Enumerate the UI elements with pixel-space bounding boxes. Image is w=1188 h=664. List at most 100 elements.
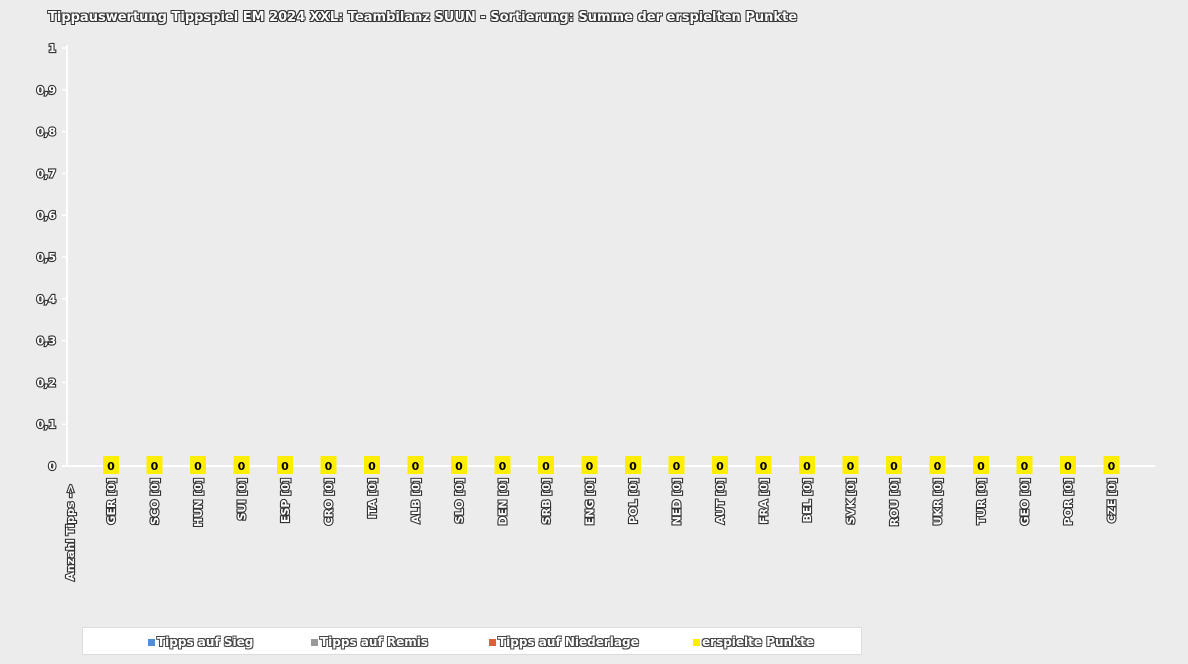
data-label: 0 (760, 460, 768, 473)
data-point-marker (625, 456, 641, 474)
data-label: 0 (281, 460, 289, 473)
data-point-marker (494, 456, 511, 474)
legend-label: Tipps auf Niederlage (498, 635, 639, 649)
x-tick-labels: GER [0] SCO [0] HUN [0] SUI [0] ESP [0] CRO [… (104, 477, 1120, 528)
data-point-marker (320, 456, 337, 474)
data-point-marker (973, 456, 989, 474)
data-point-marker (1016, 456, 1033, 474)
legend-label: erspielte Punkte (702, 635, 814, 649)
data-label: 0 (890, 460, 898, 473)
y-tick-label: 0,1 (37, 418, 57, 431)
x-tick-label: SCO [0] (149, 478, 162, 525)
data-label: 0 (629, 460, 637, 473)
data-label: 0 (412, 460, 420, 473)
data-point-marker (190, 456, 206, 474)
data-label: 0 (1064, 460, 1072, 473)
data-point-marker (1060, 456, 1076, 474)
x-tick-label: HUN [0] (192, 478, 205, 527)
data-point-marker (277, 456, 293, 474)
data-point-marker (451, 456, 467, 474)
data-label: 0 (1108, 460, 1116, 473)
x-tick-label: UKR [0] (932, 478, 945, 525)
x-tick-label: SUI [0] (236, 478, 249, 521)
data-label: 0 (977, 460, 985, 473)
y-axis-annotation: Anzahl Tipps -> (64, 484, 77, 581)
data-point-marker (103, 456, 119, 474)
x-tick-label: ESP [0] (279, 478, 292, 523)
x-tick-label: FRA [0] (758, 478, 771, 524)
legend-item[interactable]: Tipps auf Niederlage (489, 634, 639, 650)
data-label: 0 (107, 460, 115, 473)
x-tick-label: ENG [0] (584, 478, 597, 525)
y-tick-label: 1 (48, 42, 56, 55)
data-label: 0 (1021, 460, 1029, 473)
x-tick-label: ALB [0] (410, 478, 423, 523)
x-tick-label: POR [0] (1062, 478, 1075, 525)
y-tick-label: 0,4 (37, 293, 57, 306)
data-label: 0 (455, 460, 463, 473)
x-tick-label: AUT [0] (714, 478, 727, 524)
data-label: 0 (325, 460, 333, 473)
data-label: 0 (586, 460, 594, 473)
data-point-marker (581, 456, 598, 474)
x-tick-label: TUR [0] (975, 478, 988, 524)
data-label: 0 (151, 460, 159, 473)
y-tick-label: 0,5 (37, 251, 57, 264)
data-point-marker (929, 456, 946, 474)
data-point-marker (668, 456, 685, 474)
data-point-marker (842, 456, 859, 474)
legend-item[interactable]: erspielte Punkte (693, 634, 814, 650)
x-tick-label: SRB [0] (540, 478, 553, 524)
data-point-marker (364, 456, 380, 474)
data-point-marker (538, 456, 554, 474)
chart-title: Tippauswertung Tippspiel EM 2024 XXL: Te… (48, 10, 798, 25)
y-tick-label: 0 (48, 460, 56, 473)
y-tick-label: 0,8 (37, 126, 57, 139)
y-tick-label: 0,2 (37, 376, 57, 389)
x-tick-label: DEN [0] (497, 478, 510, 525)
data-label: 0 (716, 460, 724, 473)
x-tick-label: SLO [0] (453, 478, 466, 523)
legend-label: Tipps auf Remis (320, 635, 428, 649)
chart-legend: Tipps auf Sieg Tipps auf Remis Tipps auf N… (82, 627, 862, 655)
data-label: 0 (238, 460, 246, 473)
data-point-marker (407, 456, 424, 474)
x-tick-label: SVK [0] (845, 478, 858, 525)
legend-swatch (693, 638, 700, 646)
y-tick-label: 0,6 (37, 209, 57, 222)
x-tick-label: GEO [0] (1019, 478, 1032, 525)
data-label: 0 (499, 460, 507, 473)
legend-label: Tipps auf Sieg (157, 635, 254, 649)
data-label: 0 (934, 460, 942, 473)
data-label: 0 (542, 460, 550, 473)
data-label: 0 (847, 460, 855, 473)
y-ticks: 0 0,1 0,2 0,3 0,4 0,5 0,6 0,7 0,8 0,9 1 (35, 41, 67, 474)
data-label: 0 (673, 460, 681, 473)
chart-axes (62, 45, 1155, 467)
x-tick-label: BEL [0] (801, 478, 814, 522)
data-label: 0 (368, 460, 376, 473)
data-label: 0 (803, 460, 811, 473)
legend-swatch (148, 638, 155, 646)
x-tick-label: ROU [0] (888, 478, 901, 526)
y-tick-label: 0,9 (37, 84, 57, 97)
data-point-marker (233, 456, 250, 474)
x-tick-label: CZE [0] (1106, 478, 1119, 523)
y-tick-label: 0,7 (37, 167, 57, 180)
legend-item[interactable]: Tipps auf Sieg (148, 634, 253, 650)
x-tick-label: GER [0] (105, 478, 118, 525)
x-tick-label: NED [0] (671, 478, 684, 525)
data-label: 0 (194, 460, 202, 473)
data-point-marker (755, 456, 772, 474)
data-point-marker (886, 456, 902, 474)
data-points: 0 0 0 0 0 0 0 0 0 0 0 0 0 0 0 0 0 0 0 0 0 0 0 0 (103, 456, 1120, 474)
x-tick-label: CRO [0] (323, 478, 336, 525)
data-point-marker (799, 456, 815, 474)
x-tick-label: ITA [0] (366, 478, 379, 519)
data-point-marker (146, 456, 163, 474)
x-tick-label: POL [0] (627, 478, 640, 524)
legend-swatch (489, 638, 496, 646)
legend-item[interactable]: Tipps auf Remis (311, 634, 428, 650)
data-point-marker (1103, 456, 1120, 474)
